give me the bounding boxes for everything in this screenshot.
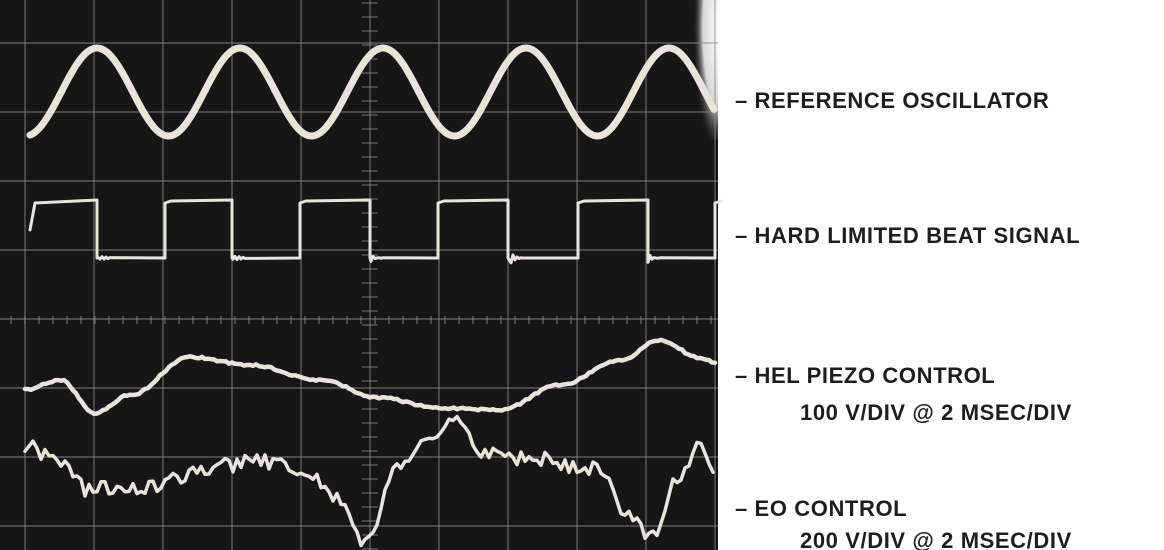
beat-trace [28,198,723,265]
scope-screen [0,0,718,550]
reference-trace [26,44,718,140]
label-subtitle: 200 V/DIV @ 2 MSEC/DIV [800,528,1072,550]
label-subtitle: 100 V/DIV @ 2 MSEC/DIV [800,400,1072,425]
graticule [0,0,718,550]
label-title: – HARD LIMITED BEAT SIGNAL [735,223,1080,248]
label-title: – HEL PIEZO CONTROL [735,363,995,388]
label-title: – EO CONTROL [735,496,907,521]
piezo-trace [22,337,718,417]
label-title: – REFERENCE OSCILLATOR [735,88,1049,113]
eo-trace [23,414,715,548]
